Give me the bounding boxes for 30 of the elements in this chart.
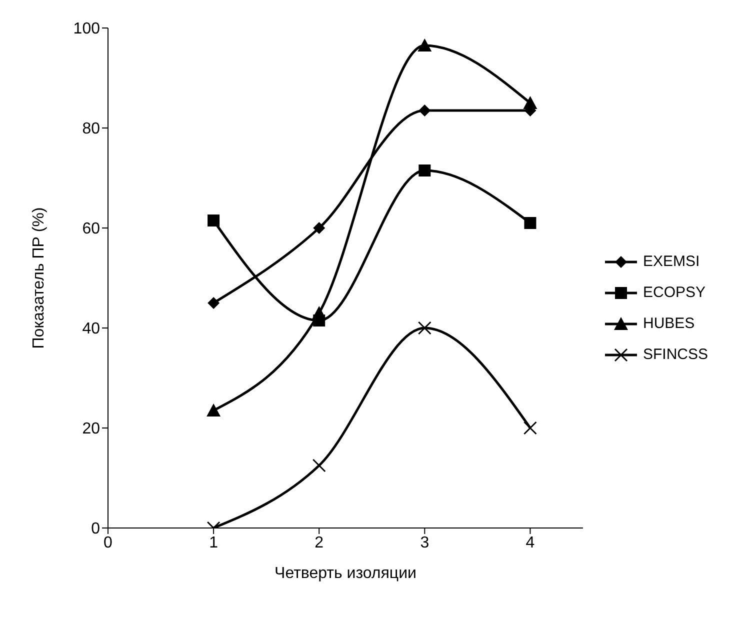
point bbox=[418, 321, 432, 335]
point bbox=[208, 297, 220, 309]
point bbox=[523, 96, 538, 109]
x-tick-label: 0 bbox=[104, 534, 113, 552]
y-tick-label: 20 bbox=[82, 420, 100, 438]
y-axis-title: Показатель ПР (%) bbox=[30, 207, 48, 349]
x-tick-label: 3 bbox=[420, 534, 430, 552]
point bbox=[208, 214, 220, 226]
point bbox=[418, 104, 431, 116]
point bbox=[523, 421, 537, 435]
x-tick-label: 1 bbox=[209, 534, 218, 552]
point bbox=[418, 164, 431, 176]
y-tick-label: 60 bbox=[82, 220, 100, 238]
point bbox=[524, 217, 536, 229]
point bbox=[312, 458, 326, 472]
x-axis-title: Четверть изоляции bbox=[274, 565, 416, 582]
legend-label: ECOPSY bbox=[642, 284, 706, 301]
point bbox=[312, 306, 326, 319]
y-tick-label: 80 bbox=[82, 120, 100, 138]
legend-label: EXEMSI bbox=[642, 253, 700, 270]
y-tick-label: 100 bbox=[73, 20, 100, 38]
y-tick-label: 0 bbox=[91, 520, 100, 538]
point bbox=[206, 404, 221, 416]
point bbox=[313, 222, 326, 234]
point bbox=[418, 38, 432, 52]
y-tick-label: 40 bbox=[82, 320, 100, 338]
x-tick-label: 4 bbox=[526, 534, 535, 552]
x-tick-label: 2 bbox=[314, 534, 324, 552]
legend-label: SFINCSS bbox=[642, 346, 708, 363]
legend-label: HUBES bbox=[642, 315, 695, 332]
